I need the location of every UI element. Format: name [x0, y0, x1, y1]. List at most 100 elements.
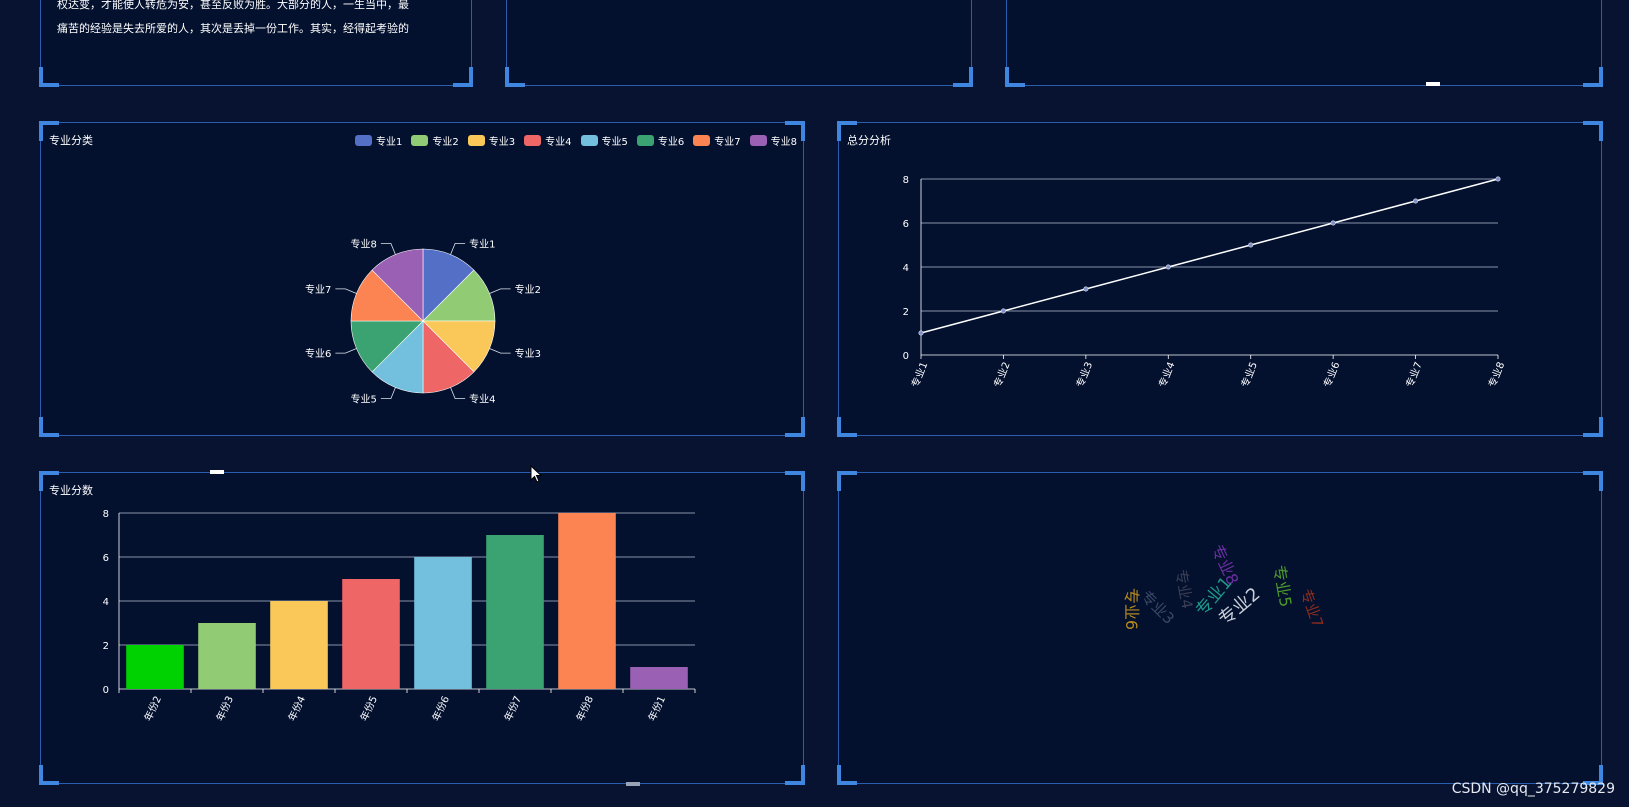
legend-label: 专业3 — [488, 137, 516, 148]
panel-corner — [785, 765, 805, 785]
x-tick-label: 年份8 — [573, 694, 596, 723]
data-point — [1000, 308, 1006, 314]
x-tick-label: 年份6 — [429, 694, 452, 723]
panel-corner — [505, 67, 525, 87]
x-tick-label: 年份1 — [645, 694, 668, 723]
pie-label: 专业8 — [350, 237, 376, 250]
x-tick-label: 专业6 — [1320, 360, 1342, 389]
panel-corner — [39, 765, 59, 785]
panel-corner — [1583, 121, 1603, 141]
data-point — [918, 330, 924, 336]
legend-item[interactable]: 专业6 — [636, 133, 685, 148]
legend-swatch — [693, 135, 711, 146]
intro-line-2: 痛苦的经验是失去所爱的人，其次是丢掉一份工作。其实，经得起考验的 — [57, 22, 409, 35]
panel-corner — [1583, 417, 1603, 437]
pie-label: 专业5 — [350, 393, 376, 406]
x-tick-label: 年份7 — [501, 694, 524, 723]
panel-corner — [837, 417, 857, 437]
line-panel: 总分分析 0 2 4 6 8 专业1 专业2 专业3 专业4 专业5 专业6 专业7 专业8 — [837, 121, 1603, 437]
pie-label: 专业1 — [469, 237, 495, 250]
intro-line-1: 权达变，才能使人转危为安，甚至反败为胜。大部分的人，一生当中，最 — [57, 0, 409, 11]
panel-corner — [39, 471, 59, 491]
pie-label-line — [380, 387, 396, 400]
panel-corner — [837, 121, 857, 141]
pie-label: 专业2 — [515, 283, 541, 296]
y-tick-label: 4 — [103, 597, 109, 608]
bar — [558, 513, 616, 689]
panel-corner — [785, 417, 805, 437]
y-tick-label: 6 — [103, 553, 109, 564]
legend-swatch — [467, 135, 485, 146]
y-tick-label: 2 — [103, 641, 109, 652]
x-tick-label: 专业3 — [1073, 360, 1095, 389]
panel-corner — [953, 67, 973, 87]
y-tick-label: 8 — [103, 509, 109, 520]
pie-chart: 专业1 专业2 专业3 专业4 专业5 专业6 专业7 专业8 — [305, 237, 541, 406]
legend-label: 专业2 — [432, 137, 459, 148]
y-tick-label: 6 — [903, 219, 909, 230]
y-tick-label: 4 — [903, 263, 909, 274]
legend-label: 专业5 — [601, 137, 628, 148]
legend-label: 专业8 — [770, 137, 797, 148]
word-cloud-word: 专业5 — [1269, 564, 1295, 609]
data-point — [1495, 176, 1501, 182]
word-cloud-word: 专业6 — [1122, 588, 1141, 630]
pie-label-line — [380, 242, 396, 255]
legend-item[interactable]: 专业3 — [467, 133, 516, 148]
bar — [198, 623, 256, 689]
legend-item[interactable]: 专业5 — [580, 133, 628, 148]
panel-corner — [785, 471, 805, 491]
word-cloud-word: 专业4 — [1172, 568, 1197, 610]
legend-item[interactable]: 专业1 — [355, 133, 402, 148]
legend-item[interactable]: 专业7 — [693, 133, 741, 148]
panel-corner — [1583, 765, 1603, 785]
panel-corner — [1583, 471, 1603, 491]
legend-item[interactable]: 专业4 — [524, 133, 572, 148]
csdn-watermark: CSDN @qq_375279829 — [1451, 781, 1615, 797]
legend-label: 专业1 — [376, 137, 403, 148]
x-tick-label: 年份2 — [141, 694, 164, 723]
y-tick-label: 2 — [903, 307, 909, 318]
panel-corner — [39, 67, 59, 87]
x-tick-label: 专业7 — [1403, 360, 1425, 389]
x-tick-label: 专业4 — [1156, 360, 1178, 389]
bar — [270, 601, 328, 689]
legend-label: 专业6 — [657, 137, 685, 148]
data-point — [1165, 264, 1171, 270]
x-tick-label: 专业8 — [1485, 360, 1507, 389]
legend-item[interactable]: 专业8 — [749, 133, 797, 148]
pie-label-line — [335, 288, 357, 294]
x-tick-label: 专业2 — [991, 360, 1013, 389]
pie-label: 专业3 — [515, 347, 541, 360]
data-line — [920, 178, 1499, 334]
bar-title: 专业分数 — [49, 484, 93, 497]
scroll-marker — [210, 470, 224, 474]
legend-swatch — [524, 135, 542, 146]
pie-label-line — [489, 288, 511, 294]
y-tick-label: 0 — [903, 351, 909, 362]
top-text-panel: 权达变，才能使人转危为安，甚至反败为胜。大部分的人，一生当中，最 痛苦的经验是失… — [39, 0, 473, 87]
bar-panel: 专业分数 0 2 4 6 8 年份2 年份3 年份4 年份5 年份6 年份7 年份8 年份1 — [39, 471, 805, 785]
legend-label: 专业7 — [714, 137, 741, 148]
legend-item[interactable]: 专业2 — [411, 133, 459, 148]
y-tick-label: 8 — [903, 175, 909, 186]
data-point — [1330, 220, 1336, 226]
data-point — [1413, 198, 1419, 204]
bar — [486, 535, 544, 689]
top-right-panel — [1005, 0, 1603, 87]
bar — [414, 557, 472, 689]
legend-swatch — [636, 135, 654, 146]
line-chart: 0 2 4 6 8 专业1 专业2 专业3 专业4 专业5 专业6 专业7 专业8 — [903, 175, 1508, 389]
legend-swatch — [580, 135, 598, 146]
pie-label-line — [489, 348, 511, 354]
bar-chart: 0 2 4 6 8 年份2 年份3 年份4 年份5 年份6 年份7 年份8 年份1 — [103, 509, 696, 723]
panel-corner — [453, 67, 473, 87]
intro-paragraph: 权达变，才能使人转危为安，甚至反败为胜。大部分的人，一生当中，最 痛苦的经验是失… — [57, 0, 442, 41]
panel-corner — [39, 121, 59, 141]
bar — [342, 579, 400, 689]
y-tick-label: 0 — [103, 685, 109, 696]
top-middle-panel — [505, 0, 973, 87]
x-tick-label: 年份5 — [357, 694, 380, 723]
pie-label: 专业4 — [469, 393, 495, 406]
